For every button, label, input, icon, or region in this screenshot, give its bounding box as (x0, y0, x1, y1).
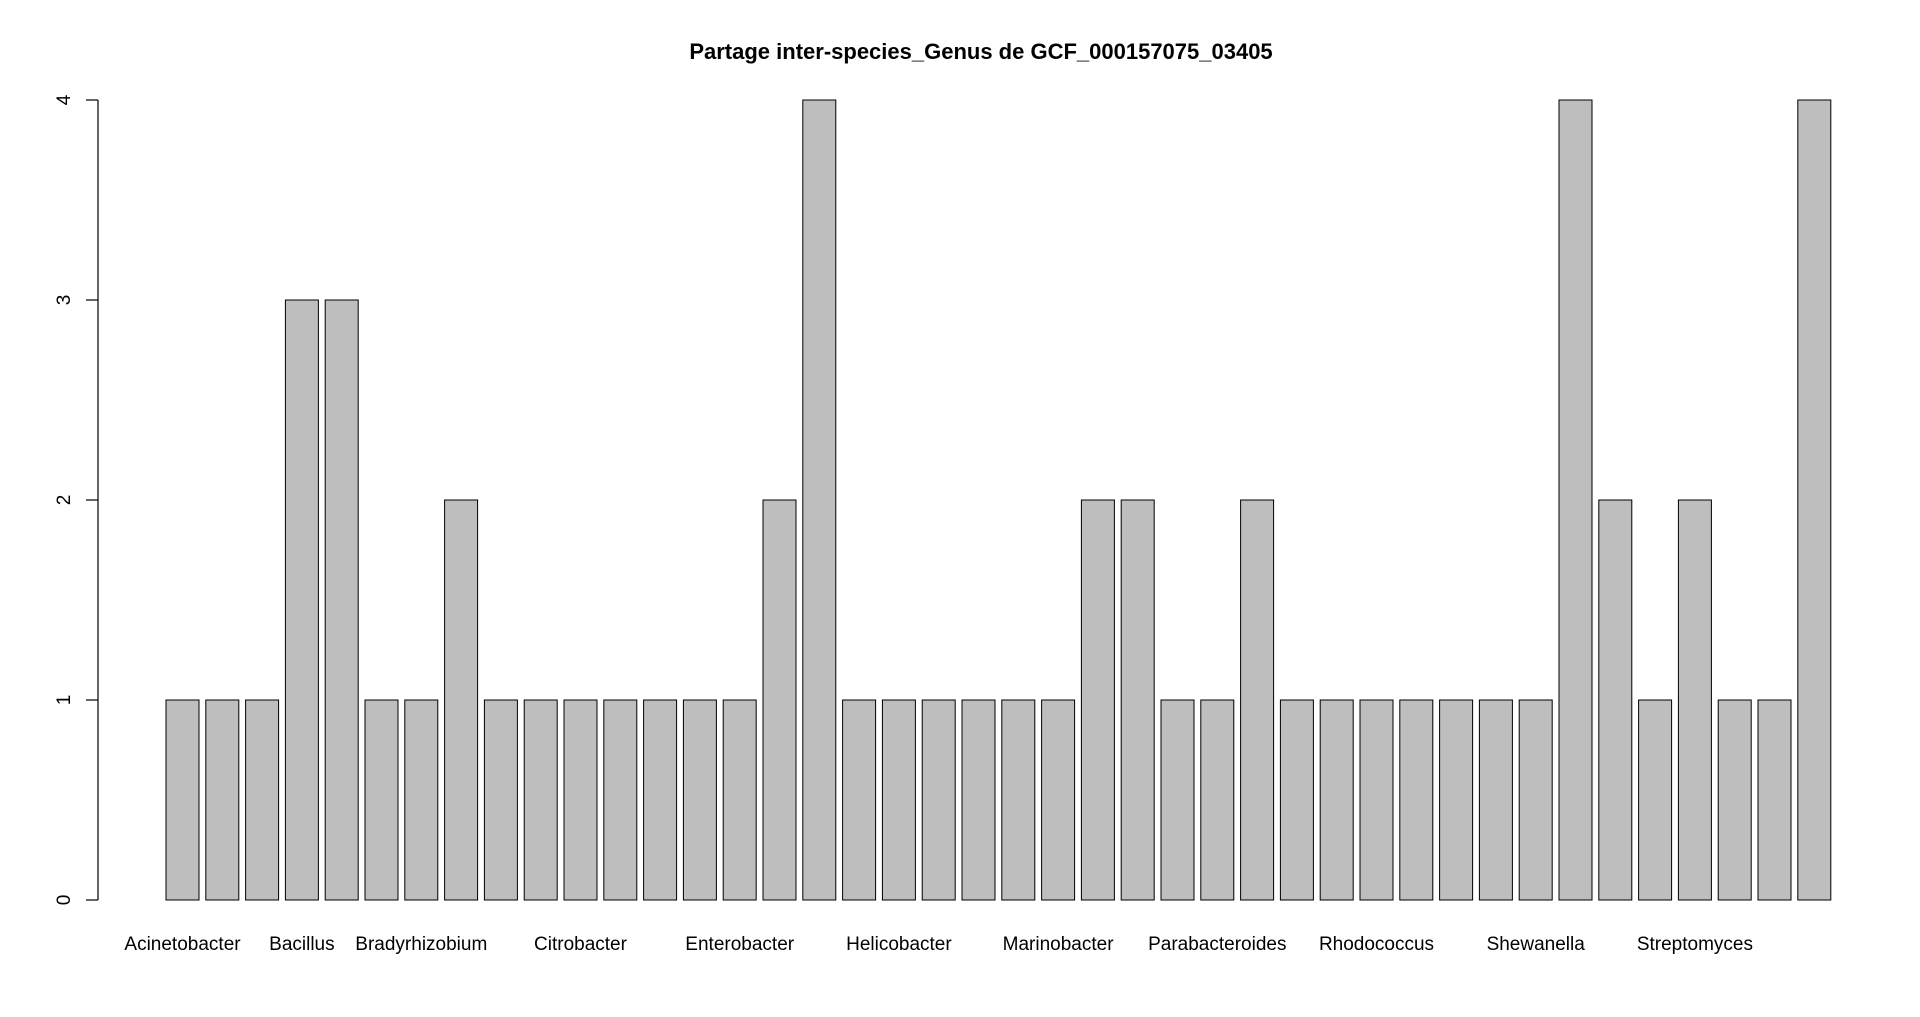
bar (1001, 699, 1036, 901)
bar (1160, 699, 1195, 901)
x-category-label: Bacillus (269, 934, 334, 955)
bar (1080, 499, 1115, 901)
bar (682, 699, 717, 901)
bar (1120, 499, 1155, 901)
bar (523, 699, 558, 901)
bar (1319, 699, 1354, 901)
bar (563, 699, 598, 901)
bar (961, 699, 996, 901)
bar (1638, 699, 1673, 901)
bar (1041, 699, 1076, 901)
bar (1677, 499, 1712, 901)
x-category-label: Bradyrhizobium (355, 934, 487, 955)
x-axis-labels: Acinetobacter Bacillus Bradyrhizobium Citro… (124, 934, 1753, 955)
bar (1200, 699, 1235, 901)
bar (842, 699, 877, 901)
bar (1399, 699, 1434, 901)
x-category-label: Helicobacter (846, 934, 952, 955)
bar (1279, 699, 1314, 901)
bar (205, 699, 240, 901)
x-category-label: Shewanella (1487, 934, 1586, 955)
y-tick-label: 0 (54, 895, 75, 906)
x-category-label: Rhodococcus (1319, 934, 1434, 955)
bar (324, 299, 359, 901)
bar (762, 499, 797, 901)
bar (284, 299, 319, 901)
x-category-label: Enterobacter (685, 934, 794, 955)
y-tick-label: 4 (54, 94, 75, 105)
y-tick-label: 3 (54, 295, 75, 306)
bar (1558, 99, 1593, 901)
x-category-label: Acinetobacter (124, 934, 241, 955)
y-tick-label: 2 (54, 495, 75, 506)
bar (643, 699, 678, 901)
bar (1240, 499, 1275, 901)
bar (802, 99, 837, 901)
bar (722, 699, 757, 901)
chart-title: Partage inter-species_Genus de GCF_00015… (689, 39, 1272, 64)
y-axis: 0 1 2 3 4 (54, 94, 99, 906)
bar (881, 699, 916, 901)
bar (603, 699, 638, 901)
bar (245, 699, 280, 901)
bar (921, 699, 956, 901)
bar (1359, 699, 1394, 901)
bar (1518, 699, 1553, 901)
bar (1598, 499, 1633, 901)
bar (1439, 699, 1474, 901)
bar (404, 699, 439, 901)
bar (1757, 699, 1792, 901)
x-category-label: Parabacteroides (1148, 934, 1286, 955)
x-category-label: Streptomyces (1637, 934, 1753, 955)
bar (165, 699, 200, 901)
bar (444, 499, 479, 901)
bar (364, 699, 399, 901)
bars-group (165, 99, 1832, 901)
bar (483, 699, 518, 901)
x-category-label: Citrobacter (534, 934, 628, 955)
bar (1797, 99, 1832, 901)
bar (1717, 699, 1752, 901)
bar (1478, 699, 1513, 901)
x-category-label: Marinobacter (1003, 934, 1115, 955)
y-tick-label: 1 (54, 695, 75, 706)
